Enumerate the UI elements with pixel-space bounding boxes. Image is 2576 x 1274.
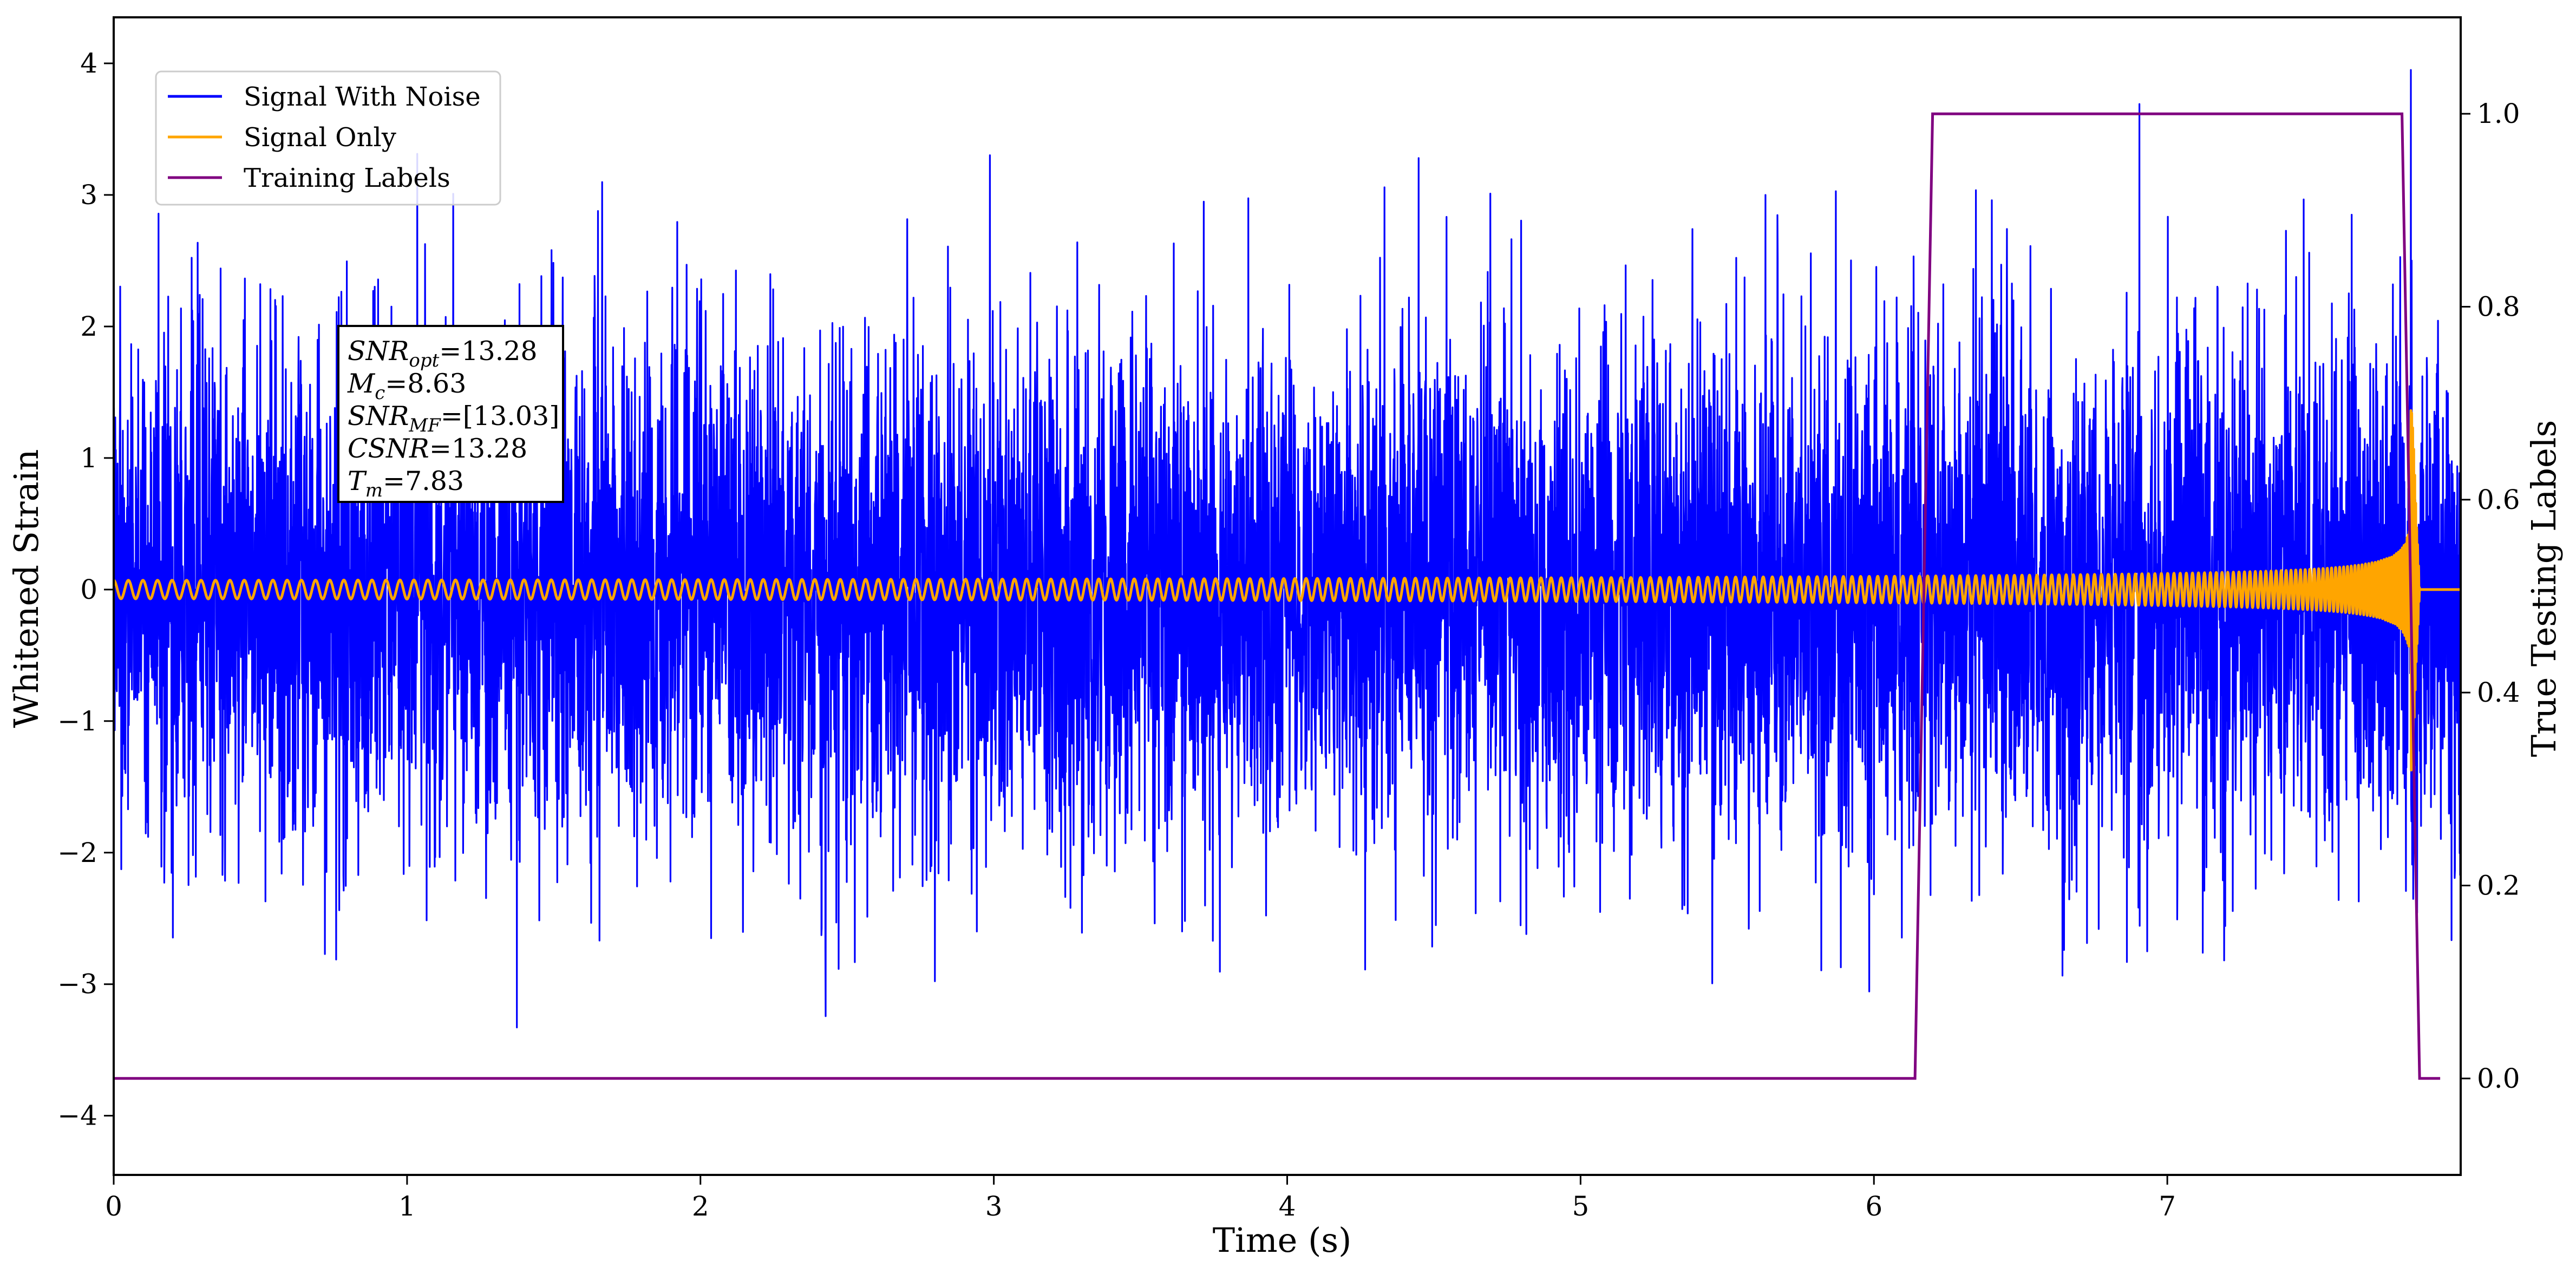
- info-box-frame: [337, 325, 564, 503]
- legend-box: [155, 70, 501, 206]
- x-tick-label: 0: [105, 1191, 122, 1222]
- y-right-tick-label: 0.8: [2477, 291, 2520, 323]
- series-training-labels: [114, 112, 2441, 1080]
- info-csnr: CSNR=13.28: [348, 433, 527, 464]
- x-tick-label: 4: [1279, 1191, 1296, 1222]
- signal-line: [112, 409, 2462, 772]
- y-right-tick-label: 0.4: [2477, 677, 2520, 708]
- y-right-tick-label: 0.0: [2477, 1063, 2520, 1094]
- y-left-tick-label: −1: [57, 705, 97, 737]
- y-right-tick-label: 0.6: [2477, 484, 2520, 515]
- info-box: SNRopt=13.28 Mc=8.63 SNRMF=[13.03] CSNR=…: [337, 325, 564, 503]
- series-signal-with-noise: [113, 69, 2462, 1029]
- x-tick-label: 1: [398, 1191, 416, 1222]
- y-left-tick-label: 4: [80, 48, 97, 79]
- y-left-tick-label: 2: [80, 311, 97, 342]
- y-axis-right-title: True Testing Labels: [2524, 420, 2564, 757]
- y-left-tick-label: 3: [80, 179, 97, 211]
- legend: Signal With Noise Signal Only Training L…: [155, 70, 501, 206]
- y-left-tick-label: 0: [80, 574, 97, 605]
- y-axis-right: 0.0 0.2 0.4 0.6 0.8 1.0: [2461, 98, 2520, 1094]
- y-left-tick-label: 1: [80, 442, 97, 474]
- x-tick-label: 2: [692, 1191, 709, 1222]
- legend-label-noise: Signal With Noise: [244, 82, 481, 112]
- x-tick-label: 5: [1572, 1191, 1589, 1222]
- plot-area: [112, 69, 2462, 1080]
- y-axis-left: −4 −3 −2 −1 0 1 2 3 4: [57, 48, 114, 1132]
- x-tick-label: 7: [2159, 1191, 2176, 1222]
- info-chirp-mass: Mc=8.63: [347, 368, 466, 404]
- info-merger-time: Tm=7.83: [348, 466, 464, 501]
- x-axis: 0 1 2 3 4 5 6 7: [105, 1175, 2176, 1222]
- y-left-tick-label: −3: [57, 969, 97, 1000]
- noise-line: [113, 69, 2462, 1029]
- y-left-tick-label: −2: [57, 837, 97, 868]
- info-snr-opt: SNRopt=13.28: [348, 336, 538, 371]
- legend-label-labels: Training Labels: [244, 163, 450, 193]
- x-axis-title: Time (s): [1213, 1220, 1352, 1260]
- series-signal-only: [112, 409, 2462, 772]
- x-tick-label: 3: [985, 1191, 1003, 1222]
- info-snr-mf: SNRMF=[13.03]: [348, 401, 559, 436]
- y-right-tick-label: 0.2: [2477, 870, 2520, 901]
- y-axis-left-title: Whitened Strain: [6, 449, 46, 728]
- legend-label-signal: Signal Only: [244, 122, 396, 153]
- x-tick-label: 6: [1865, 1191, 1882, 1222]
- y-right-tick-label: 1.0: [2477, 98, 2520, 129]
- y-left-tick-label: −4: [57, 1100, 97, 1132]
- training-labels-line: [114, 112, 2441, 1080]
